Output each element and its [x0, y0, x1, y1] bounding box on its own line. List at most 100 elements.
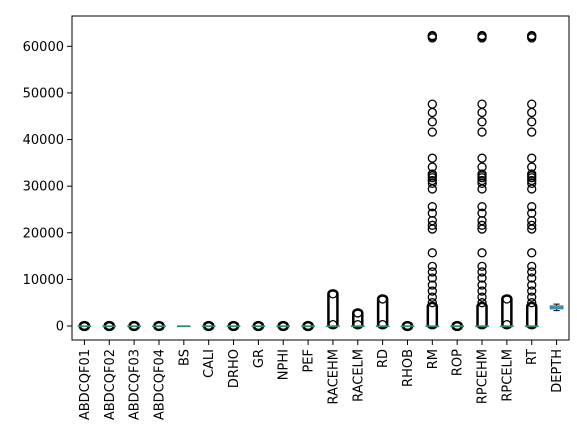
box-ABDCQF01: [77, 320, 92, 332]
box-RPCEHM: [475, 30, 489, 330]
box-RD: [375, 294, 390, 330]
plot-area: [72, 16, 569, 340]
outlier-cluster: [525, 301, 538, 330]
outlier-point: [527, 292, 537, 302]
outlier-point: [427, 175, 437, 186]
outlier-point: [527, 127, 537, 137]
outlier-point: [477, 298, 487, 308]
box-RM: [425, 30, 440, 330]
box-DEPTH: [549, 303, 564, 312]
x-tick-label: RM: [426, 349, 441, 369]
x-tick-label: GR: [252, 349, 267, 368]
outlier-point: [477, 153, 487, 163]
outlier-point: [477, 127, 487, 137]
x-tick-label: RACELM: [351, 349, 366, 402]
outlier-point: [427, 99, 437, 109]
box-ABDCQF02: [102, 320, 117, 332]
outlier-point: [427, 220, 437, 230]
y-tick-label: 20000: [23, 226, 64, 241]
outlier-point: [328, 319, 338, 330]
box-RACEHM: [326, 289, 340, 330]
outlier-point: [427, 117, 437, 127]
x-tick-label: DRHO: [227, 349, 242, 388]
outlier-point: [527, 117, 537, 127]
x-tick-label: DEPTH: [550, 349, 565, 393]
x-tick-label: RACEHM: [326, 349, 341, 404]
boxes-layer: [77, 30, 564, 332]
outlier-point: [353, 308, 363, 318]
outlier-point: [477, 117, 487, 127]
outlier-point: [353, 319, 363, 330]
outlier-cluster: [476, 301, 488, 330]
outlier-point: [527, 208, 537, 218]
y-tick-label: 40000: [23, 133, 64, 148]
box-PEF: [301, 320, 315, 332]
outlier-point: [527, 286, 537, 296]
outlier-point: [427, 248, 437, 258]
outlier-point: [427, 169, 437, 179]
outlier-point: [477, 280, 487, 290]
x-tick-label: BS: [177, 349, 192, 366]
outlier-point: [427, 162, 437, 172]
y-tick-label: 60000: [23, 40, 64, 55]
outlier-point: [477, 162, 487, 172]
outlier-point: [427, 202, 437, 212]
outlier-point: [427, 273, 437, 283]
outlier-point: [477, 30, 487, 41]
box-NPHI: [276, 320, 291, 332]
outlier-point: [527, 30, 537, 41]
outlier-point: [427, 127, 437, 137]
outlier-point: [427, 292, 437, 302]
outlier-point: [527, 175, 537, 186]
outlier-point: [427, 286, 437, 296]
y-tick-label: 30000: [23, 180, 64, 195]
outlier-point: [527, 220, 537, 230]
x-tick-label: RPCELM: [500, 349, 515, 402]
outlier-point: [377, 319, 388, 330]
outlier-point: [477, 99, 487, 109]
outlier-point: [527, 99, 537, 109]
outlier-point: [427, 30, 437, 41]
outlier-point: [427, 261, 437, 271]
outlier-point: [527, 261, 537, 271]
outlier-point: [502, 294, 512, 304]
outlier-point: [502, 319, 512, 330]
outlier-point: [477, 267, 487, 277]
box-ROP: [450, 320, 464, 332]
outlier-point: [328, 289, 338, 299]
x-tick-label: RT: [525, 349, 540, 365]
x-tick-label: PEF: [302, 349, 317, 373]
outlier-point: [527, 202, 537, 212]
outlier-cluster: [426, 301, 439, 330]
box-ABDCQF03: [127, 320, 141, 332]
outlier-point: [527, 169, 537, 179]
outlier-point: [477, 273, 487, 283]
outlier-point: [527, 280, 537, 290]
box-RT: [524, 30, 539, 330]
x-tick-label: NPHI: [277, 349, 292, 380]
box-BS: [177, 325, 191, 328]
outlier-point: [527, 267, 537, 277]
outlier-point: [477, 175, 487, 186]
outlier-point: [477, 248, 487, 258]
x-tick-label: CALI: [202, 349, 217, 378]
y-tick-label: 10000: [23, 273, 64, 288]
x-tick-label: RD: [376, 349, 391, 368]
outlier-point: [527, 162, 537, 172]
box-CALI: [201, 320, 216, 332]
outlier-point: [427, 298, 437, 308]
outlier-point: [527, 248, 537, 258]
plot-frame: [71, 15, 570, 341]
outlier-point: [527, 273, 537, 283]
outlier-point: [427, 153, 437, 163]
outlier-point: [477, 169, 487, 179]
x-tick-label: ABDCQF01: [78, 349, 93, 420]
box-DRHO: [226, 320, 241, 332]
y-tick-label: 0: [56, 320, 64, 335]
x-tick-label: RHOB: [401, 349, 416, 387]
outlier-point: [477, 208, 487, 218]
outlier-point: [427, 267, 437, 277]
x-tick-label: ROP: [451, 349, 466, 376]
box-ABDCQF04: [152, 320, 166, 332]
